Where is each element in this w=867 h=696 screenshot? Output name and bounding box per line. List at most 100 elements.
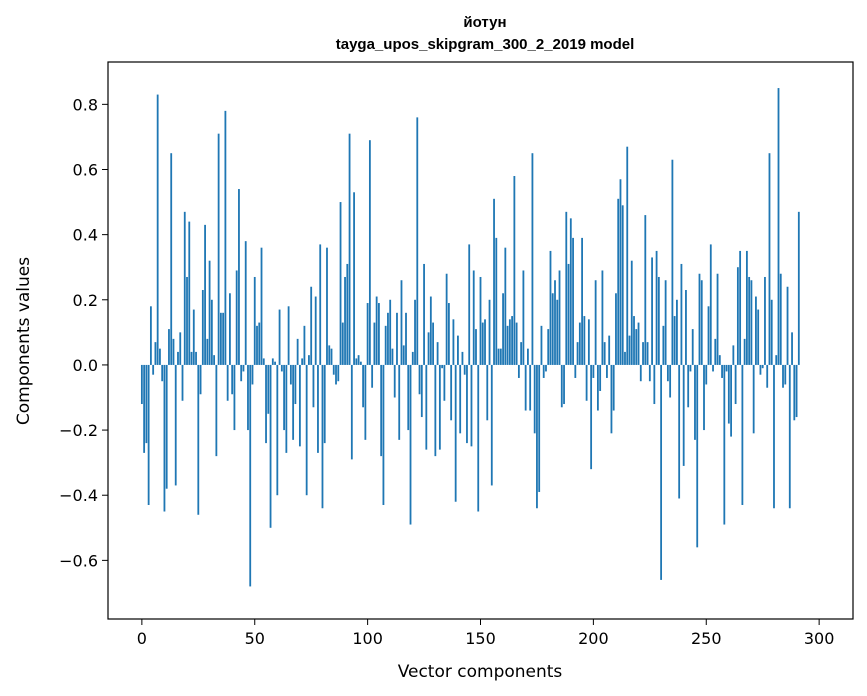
bar-component-137: [450, 364, 453, 421]
bar-component-220: [637, 322, 640, 365]
bar-component-33: [215, 364, 218, 457]
bar-component-92: [348, 133, 351, 365]
y-tick-label: −0.4: [59, 486, 98, 505]
bar-component-120: [411, 351, 414, 365]
x-tick-label: 0: [137, 629, 147, 648]
bar-component-112: [393, 364, 396, 398]
bar-component-215: [626, 146, 629, 365]
x-tick-label: 100: [352, 629, 383, 648]
bar-component-135: [445, 273, 448, 365]
bar-component-103: [373, 322, 376, 365]
x-axis-ticks: 0 50 100 150 200 250 300: [137, 619, 835, 648]
bar-component-182: [551, 293, 554, 365]
bar-component-71: [301, 358, 304, 365]
bar-component-13: [170, 153, 173, 365]
bar-component-177: [540, 325, 543, 365]
bar-component-97: [359, 361, 362, 365]
bar-component-163: [508, 319, 511, 365]
bar-component-254: [714, 338, 717, 365]
bar-component-225: [648, 364, 651, 382]
bar-component-28: [204, 224, 206, 365]
bar-component-12: [168, 329, 170, 365]
bar-component-289: [793, 364, 796, 421]
bar-component-218: [633, 316, 635, 365]
bar-component-178: [542, 364, 545, 378]
bar-component-62: [280, 364, 283, 372]
bar-component-32: [213, 355, 216, 365]
bar-component-231: [662, 325, 665, 365]
bar-component-88: [339, 202, 342, 365]
bar-component-132: [438, 364, 441, 450]
bar-component-57: [269, 364, 272, 528]
bar-component-196: [583, 316, 586, 365]
bar-component-91: [346, 263, 349, 365]
bar-component-290: [795, 364, 798, 418]
bar-component-20: [186, 276, 188, 365]
bar-component-104: [375, 296, 378, 365]
bar-component-161: [504, 247, 507, 365]
bar-component-265: [739, 250, 742, 365]
bar-component-245: [694, 364, 696, 440]
bar-component-23: [192, 309, 195, 365]
bar-component-47: [247, 364, 249, 431]
bar-component-83: [328, 345, 331, 365]
bar-component-190: [569, 218, 572, 365]
bar-component-174: [533, 364, 536, 434]
bar-component-143: [463, 364, 466, 375]
bar-component-113: [396, 312, 398, 365]
bar-component-11: [165, 364, 168, 489]
bar-component-186: [560, 364, 563, 408]
bar-component-108: [384, 325, 387, 365]
bar-component-246: [696, 364, 699, 548]
bars-group: [140, 88, 800, 587]
x-tick-label: 300: [804, 629, 835, 648]
bar-component-44: [240, 364, 243, 382]
bar-component-75: [310, 286, 313, 365]
bar-component-41: [233, 364, 236, 431]
bar-component-263: [734, 364, 737, 405]
bar-component-77: [314, 296, 317, 365]
bar-component-21: [188, 221, 191, 365]
bar-component-1: [143, 364, 146, 453]
bar-component-15: [174, 364, 177, 486]
bar-component-30: [208, 260, 211, 365]
bar-component-214: [624, 351, 626, 365]
bar-component-150: [479, 276, 482, 365]
plot-frame: [107, 61, 854, 620]
bar-component-102: [371, 364, 374, 388]
bar-component-244: [691, 329, 694, 365]
bar-component-2: [145, 364, 148, 444]
bar-component-86: [335, 364, 337, 385]
bar-component-119: [409, 364, 412, 525]
y-tick-label: 0.6: [73, 160, 98, 179]
bar-component-147: [472, 270, 475, 365]
bar-component-117: [405, 312, 407, 365]
bar-component-185: [558, 270, 561, 365]
bar-component-3: [147, 364, 150, 505]
bar-component-207: [608, 335, 611, 365]
bar-component-222: [642, 342, 644, 365]
bar-component-128: [429, 296, 432, 365]
bar-component-127: [427, 332, 430, 365]
bar-component-202: [596, 364, 599, 411]
bar-component-275: [761, 364, 764, 369]
bar-component-124: [420, 364, 423, 418]
bar-component-101: [368, 140, 371, 365]
bar-component-198: [587, 319, 590, 365]
bar-component-176: [538, 364, 541, 492]
bar-component-122: [416, 117, 419, 365]
bar-component-180: [547, 329, 550, 365]
bar-component-114: [398, 364, 401, 440]
bar-component-63: [283, 364, 285, 431]
bar-component-169: [522, 270, 525, 365]
bar-component-99: [364, 364, 367, 440]
bar-component-240: [682, 364, 685, 466]
bar-component-157: [495, 237, 498, 365]
bar-component-55: [265, 364, 267, 444]
bar-component-105: [378, 303, 380, 365]
bar-component-45: [242, 364, 245, 372]
bar-component-84: [330, 348, 333, 365]
bar-component-229: [657, 276, 660, 365]
bar-component-142: [461, 351, 464, 365]
